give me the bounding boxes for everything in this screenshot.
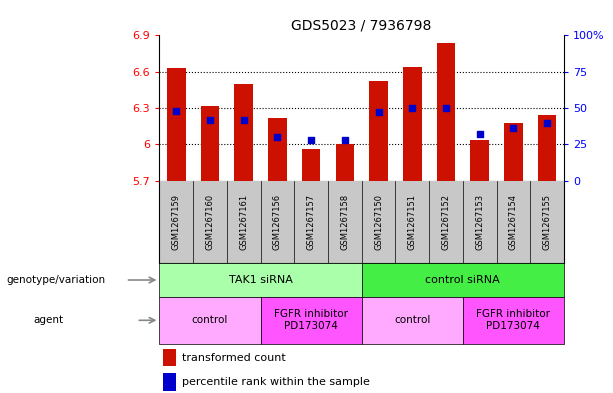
Point [172, 108, 181, 114]
Text: genotype/variation: genotype/variation [6, 275, 105, 285]
Bar [234, 84, 253, 181]
Text: transformed count: transformed count [181, 353, 286, 363]
Text: GSM1267153: GSM1267153 [475, 194, 484, 250]
Text: TAK1 siRNA: TAK1 siRNA [229, 275, 292, 285]
Bar [268, 118, 287, 181]
Bar [504, 123, 523, 181]
Text: agent: agent [34, 315, 64, 325]
Point [542, 119, 552, 126]
Bar [538, 116, 557, 181]
Bar [470, 140, 489, 181]
Bar [436, 43, 455, 181]
Title: GDS5023 / 7936798: GDS5023 / 7936798 [292, 19, 432, 33]
Bar [335, 145, 354, 181]
Bar [369, 81, 388, 181]
Bar [362, 263, 564, 297]
Point [475, 131, 485, 138]
Point [408, 105, 417, 111]
Bar [463, 297, 564, 344]
Text: FGFR inhibitor
PD173074: FGFR inhibitor PD173074 [476, 310, 550, 331]
Point [205, 117, 215, 123]
Bar [403, 67, 422, 181]
Bar [164, 349, 175, 366]
Bar [159, 297, 261, 344]
Point [441, 105, 451, 111]
Text: GSM1267160: GSM1267160 [205, 194, 215, 250]
Text: control siRNA: control siRNA [425, 275, 500, 285]
Text: control: control [394, 315, 430, 325]
Bar [167, 68, 186, 181]
Text: percentile rank within the sample: percentile rank within the sample [181, 377, 370, 387]
Bar [159, 263, 362, 297]
Point [340, 137, 349, 143]
Text: GSM1267152: GSM1267152 [441, 194, 451, 250]
Text: GSM1267154: GSM1267154 [509, 194, 518, 250]
Bar [200, 106, 219, 181]
Text: GSM1267156: GSM1267156 [273, 194, 282, 250]
Text: GSM1267159: GSM1267159 [172, 194, 181, 250]
Point [306, 137, 316, 143]
Text: GSM1267151: GSM1267151 [408, 194, 417, 250]
Text: control: control [192, 315, 228, 325]
Point [273, 134, 283, 140]
Bar [164, 373, 175, 391]
Text: GSM1267155: GSM1267155 [543, 194, 552, 250]
Text: FGFR inhibitor
PD173074: FGFR inhibitor PD173074 [274, 310, 348, 331]
Bar [261, 297, 362, 344]
Text: GSM1267161: GSM1267161 [239, 194, 248, 250]
Bar [302, 149, 321, 181]
Text: GSM1267157: GSM1267157 [306, 194, 316, 250]
Text: GSM1267150: GSM1267150 [374, 194, 383, 250]
Text: GSM1267158: GSM1267158 [340, 194, 349, 250]
Point [239, 117, 249, 123]
Point [509, 125, 519, 132]
Point [374, 109, 384, 116]
Bar [362, 297, 463, 344]
